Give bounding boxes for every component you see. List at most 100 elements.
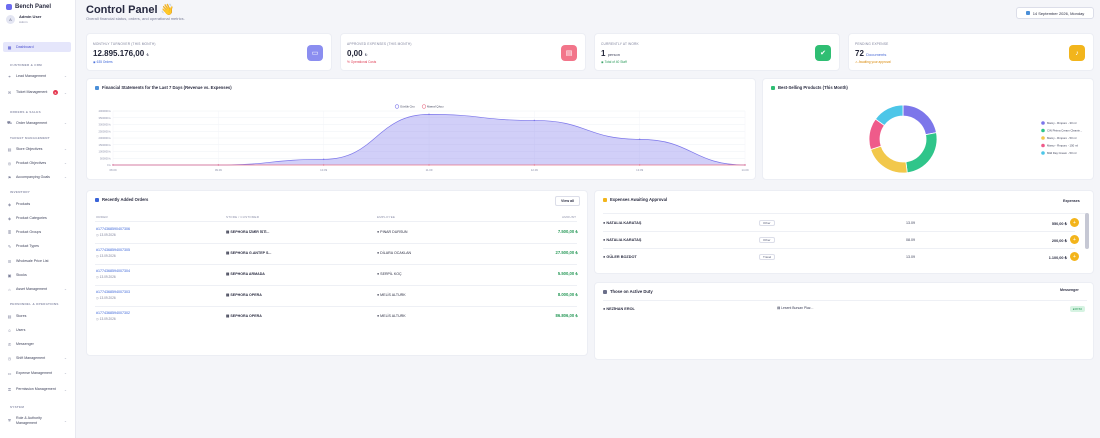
y-tick-label: 2000000 ₺	[99, 136, 112, 140]
expense-date: 13.09	[906, 255, 915, 259]
sidebar-item-wholesale-price-list[interactable]: ☰ Wholesale Price List	[7, 258, 49, 264]
donut-slice[interactable]	[905, 132, 938, 174]
kpi-card-at-work: CURRENTLY AT WORK 1 person ◉ Total of 40…	[594, 33, 840, 71]
user-profile[interactable]: A Admin User Admin	[6, 14, 41, 24]
sidebar-item-product-groups[interactable]: ≣ Product Groups	[7, 229, 42, 235]
expenses-card: Expenses Awaiting Approval Expenses ● NA…	[594, 190, 1094, 274]
order-id[interactable]: #1774368594007304	[96, 269, 130, 273]
sidebar-item-product-objectives[interactable]: ◎ Product Objectives ⌄	[7, 160, 67, 166]
sidebar-item-stocks[interactable]: ▣ Stocks	[7, 272, 27, 278]
best-selling-donut: Mamy - Rmporo - 30 ml CIN Pirima Cream Cl…	[868, 104, 1083, 174]
col-employee: EMPLOYEE	[377, 215, 396, 219]
x-tick-label: 11.09	[426, 168, 433, 172]
order-id[interactable]: #1774368594007303	[96, 290, 130, 294]
sidebar-item-asset-management[interactable]: ⌂ Asset Management ⌄	[8, 286, 67, 292]
sidebar-item-stores[interactable]: ▤ Stores	[7, 313, 27, 319]
messenger-button[interactable]: Messenger	[1055, 285, 1084, 295]
legend-marker	[421, 104, 427, 109]
y-tick-label: 500000 ₺	[100, 156, 111, 160]
order-id[interactable]: #177436859040730​6	[96, 227, 130, 231]
order-employee: ● SERPİL KOÇ	[377, 272, 402, 276]
person-icon	[603, 289, 607, 294]
sidebar-item-order-management[interactable]: ⛟ Order Management ⌄	[6, 120, 67, 125]
users-icon: ☺	[7, 327, 12, 333]
expense-point	[638, 164, 641, 166]
sidebar-item-permission-management[interactable]: ⚿ Permission Management ⌄	[7, 387, 67, 392]
approve-icon[interactable]: +	[1070, 235, 1079, 244]
col-store: STORE / CUSTOMER	[226, 215, 260, 219]
page-title: Control Panel 👋	[86, 4, 175, 16]
logo-icon	[6, 4, 12, 10]
order-id[interactable]: #1774368594007305	[96, 248, 130, 252]
expense-row[interactable]: ● NATALIA KARATAŞ Other 13.09 550,00 ₺ +	[603, 215, 1081, 232]
donut-slice[interactable]	[874, 104, 904, 127]
sidebar-item-store-objectives[interactable]: ▤ Store Objectives ⌄	[7, 146, 67, 152]
expense-point	[322, 164, 325, 166]
scrollbar[interactable]	[1085, 213, 1089, 249]
brand[interactable]: Bench Panel	[6, 4, 51, 10]
chevron-down-icon: ⌄	[63, 147, 67, 151]
sidebar-item-lead-management[interactable]: ⚭ Lead Management ⌄	[7, 73, 67, 79]
expenses-button[interactable]: Expenses	[1058, 196, 1085, 206]
expense-amount: 550,00 ₺	[1051, 222, 1067, 226]
kpi-note: % Operational Costs	[347, 60, 377, 64]
x-tick-label: 09.09	[215, 168, 222, 172]
recent-orders-title: Recently Added Orders	[95, 197, 148, 202]
recent-orders-card: Recently Added Orders View all ORDER STO…	[86, 190, 588, 356]
date-button[interactable]: 14 September 2026, Monday	[1016, 7, 1094, 19]
y-tick-label: 1000000 ₺	[99, 150, 112, 154]
list-icon: ☰	[7, 258, 12, 264]
donut-slice[interactable]	[870, 145, 908, 174]
order-store: ▤ SEPHORA ARMADA	[226, 272, 265, 276]
store-icon: ▤	[7, 146, 12, 152]
approve-icon[interactable]: +	[1070, 218, 1079, 227]
tag-icon: ◈	[7, 201, 12, 207]
expense-row[interactable]: ● GÜLER BOZDOT Travel 13.09 1.100,00 ₺ +	[603, 249, 1081, 266]
active-duty-title: Those on Active Duty	[603, 289, 653, 294]
expense-category-badge: Other	[759, 237, 775, 243]
expense-date: 13.09	[906, 221, 915, 225]
sidebar-item-role-authority[interactable]: ⛨ Role & Authority Management ⌄	[8, 416, 67, 425]
expenses-title: Expenses Awaiting Approval	[603, 197, 667, 202]
chevron-down-icon: ⌄	[63, 371, 67, 375]
app-name: Bench Panel	[15, 4, 52, 10]
kpi-value: 12.895.176,00 ₺	[93, 49, 149, 58]
sidebar-item-ticket-management[interactable]: ✉ Ticket Management 6 ⌄	[7, 90, 67, 95]
sidebar-item-shift-management[interactable]: ◷ Shift Management ⌄	[7, 355, 67, 361]
kpi-value: 1 person	[601, 49, 620, 58]
sidebar-item-product-categories[interactable]: ◈ Product Categories	[7, 215, 47, 221]
divider	[603, 300, 1087, 301]
section-system: SYSTEM	[10, 405, 25, 409]
order-amount: 27.500,00 ₺	[555, 250, 578, 255]
section-customer: CUSTOMER & CRM	[10, 63, 42, 67]
sidebar-item-accompanying-goals[interactable]: ⚑ Accompanying Goals ⌄	[7, 174, 67, 180]
expense-row[interactable]: ● NATALIA KARATAŞ Other 08.09 200,00 ₺ +	[603, 232, 1081, 249]
order-id[interactable]: #1774368594007302	[96, 311, 130, 315]
sidebar-item-messenger[interactable]: ✆ Messenger	[7, 341, 34, 347]
order-store: ▤ SEPHORA OPERA	[226, 293, 262, 297]
order-employee: ● DİLARA OCAKLAN	[377, 251, 412, 255]
view-all-button[interactable]: View all	[555, 196, 581, 206]
date-label: 14 September 2026, Monday	[1032, 10, 1085, 16]
sidebar-item-expense-management[interactable]: ▭ Expense Management ⌄	[7, 370, 67, 376]
sidebar-item-products[interactable]: ◈ Products	[7, 201, 31, 207]
legend-label: Mamy - Rmporo - 30 ml	[1047, 121, 1077, 125]
x-tick-label: 14.09	[742, 168, 749, 172]
kpi-card-pending-expense: PENDING EXPENSE 72 Documents ⚠ Awaiting …	[848, 33, 1094, 71]
sidebar-item-users[interactable]: ☺ Users	[7, 327, 26, 333]
sidebar-item-dashboard[interactable]: ▦ Dashboard	[3, 42, 71, 52]
kpi-value: 0,00 ₺	[347, 49, 368, 58]
legend-label: Günlük Ciro	[400, 105, 415, 109]
receipt-icon	[603, 197, 607, 202]
approve-icon[interactable]: +	[1070, 252, 1079, 261]
cart-icon: ⛟	[6, 120, 13, 125]
legend-label: Mild Day Cream - 50 ml	[1047, 151, 1077, 155]
kpi-card-approved-expenses: APPROVED EXPENSES (THIS MONTH) 0,00 ₺ % …	[340, 33, 586, 71]
expense-employee: ● NATALIA KARATAŞ	[603, 238, 642, 242]
legend-label: Mamy - Rmporo - 150 ml	[1047, 144, 1078, 148]
financial-chart-title: Financial Statements for the Last 7 Days…	[95, 85, 232, 90]
donut-slice[interactable]	[902, 104, 937, 136]
expense-category-badge: Other	[759, 220, 775, 226]
sidebar-item-product-types[interactable]: ✎ Product Types	[7, 243, 39, 249]
store-icon: ▤	[7, 313, 12, 319]
